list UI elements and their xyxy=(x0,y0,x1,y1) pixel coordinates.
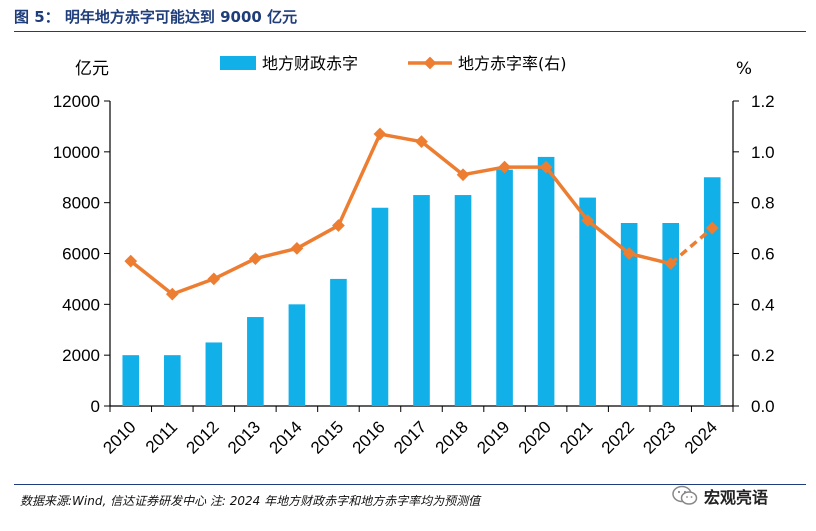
x-tick-label: 2018 xyxy=(432,417,472,457)
legend: 地方财政赤字 地方赤字率(右) xyxy=(220,54,567,73)
line-marker xyxy=(456,168,470,182)
x-tick-label: 2020 xyxy=(515,417,555,457)
bar-series xyxy=(122,156,721,406)
right-axis-unit: % xyxy=(736,59,752,79)
wechat-icon xyxy=(672,485,698,505)
legend-swatch-bar xyxy=(220,56,256,70)
line-marker xyxy=(373,127,387,141)
x-tick-label: 2017 xyxy=(390,417,430,457)
bar xyxy=(413,195,430,406)
right-tick-label: 0.0 xyxy=(751,397,775,416)
bottom-rule xyxy=(14,484,806,485)
bar xyxy=(205,342,223,406)
title-rule xyxy=(14,31,806,32)
left-tick-label: 0 xyxy=(91,397,100,416)
line-marker xyxy=(207,272,221,286)
x-tick-label: 2010 xyxy=(99,417,139,457)
x-tick-label: 2023 xyxy=(639,417,679,457)
source-note: 数据来源:Wind, 信达证券研发中心 注: 2024 年地方财政赤字和地方赤字… xyxy=(20,494,481,508)
x-tick-label: 2014 xyxy=(266,417,306,457)
bar xyxy=(620,223,638,406)
right-tick-label: 1.0 xyxy=(751,143,775,162)
x-tick-label: 2022 xyxy=(598,417,638,457)
left-tick-label: 12000 xyxy=(53,92,100,111)
x-tick-label: 2019 xyxy=(473,417,513,457)
bar xyxy=(163,355,181,406)
x-tick-label: 2015 xyxy=(307,417,347,457)
x-axis-labels: 2010 2011 2012 2013 2014 2015 2016 2017 2018 2019… xyxy=(99,417,721,457)
left-tick-label: 4000 xyxy=(62,295,100,314)
right-tick-label: 0.4 xyxy=(751,295,775,314)
right-tick-label: 0.6 xyxy=(751,245,775,264)
left-tick-label: 6000 xyxy=(62,245,100,264)
line-marker xyxy=(415,135,428,149)
line-path-forecast xyxy=(669,226,714,265)
bar xyxy=(122,355,140,406)
line-marker xyxy=(332,219,345,232)
line-marker xyxy=(249,252,262,265)
figure-title: 图 5： 明年地方赤字可能达到 9000 亿元 xyxy=(14,8,298,26)
bar xyxy=(662,223,680,406)
right-tick-label: 0.2 xyxy=(751,346,775,365)
line-series xyxy=(124,127,719,301)
right-tick-label: 1.2 xyxy=(751,92,775,111)
x-tick-label: 2024 xyxy=(681,417,721,457)
legend-swatch-marker xyxy=(423,56,437,70)
x-tick-label: 2012 xyxy=(182,417,222,457)
bar xyxy=(247,317,264,406)
legend-label-line: 地方赤字率(右) xyxy=(458,54,567,73)
bar xyxy=(703,177,721,406)
bar xyxy=(371,207,389,406)
left-axis-unit: 亿元 xyxy=(75,59,109,79)
x-tick-label: 2011 xyxy=(142,417,181,456)
line-marker xyxy=(290,242,304,255)
bar xyxy=(537,156,555,406)
left-tick-label: 8000 xyxy=(62,194,100,213)
bar xyxy=(454,195,472,406)
legend-label-bar: 地方财政赤字 xyxy=(262,54,358,73)
x-tick-label: 2021 xyxy=(556,417,596,457)
x-tick-label: 2016 xyxy=(349,417,389,457)
line-marker xyxy=(124,254,138,268)
bar xyxy=(288,304,306,406)
line-marker xyxy=(165,287,179,301)
right-tick-label: 0.8 xyxy=(751,194,775,213)
bar xyxy=(330,278,347,406)
bar xyxy=(496,169,513,406)
line-marker xyxy=(498,160,511,174)
line-path xyxy=(129,132,672,296)
bar xyxy=(579,197,596,406)
left-tick-label: 2000 xyxy=(62,346,100,365)
wechat-watermark: 宏观亮语 xyxy=(672,484,768,508)
left-tick-label: 10000 xyxy=(53,143,100,162)
wechat-account-name: 宏观亮语 xyxy=(704,488,769,507)
x-tick-label: 2013 xyxy=(224,417,264,457)
